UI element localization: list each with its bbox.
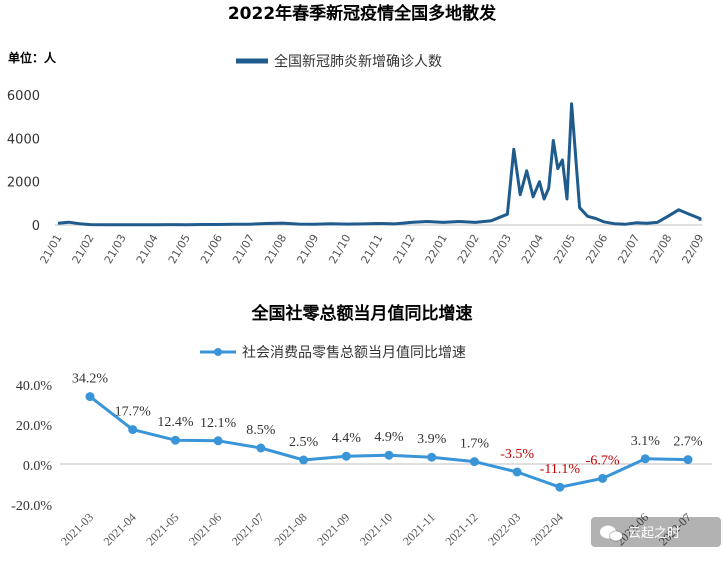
x-axis: 21/01 21/02 21/03 21/04 21/05 21/06 21/07 21/08… <box>37 232 706 266</box>
chart-title: 2022年春季新冠疫情全国多地散发 <box>228 3 497 24</box>
watermark-bg <box>591 517 721 547</box>
data-point <box>256 443 266 453</box>
y-tick-label: -20.0% <box>11 499 52 514</box>
legend-label: 全国新冠肺炎新增确诊人数 <box>274 53 442 70</box>
x-tick-label: 2021-04 <box>101 510 139 548</box>
x-tick-label: 21/08 <box>262 232 289 266</box>
series-line <box>57 102 702 227</box>
x-tick-label: 22/08 <box>647 232 674 266</box>
y-tick-label: 4000 <box>7 132 40 147</box>
y-tick-label: 2000 <box>7 176 40 191</box>
x-tick-label: 2021-07 <box>229 510 267 548</box>
legend-marker <box>214 348 222 356</box>
data-label: -3.5% <box>500 447 534 462</box>
data-point <box>299 455 309 465</box>
x-tick-label: 22/01 <box>423 232 450 266</box>
x-tick-label: 2022-03 <box>485 510 523 548</box>
unit-label: 单位：人 <box>8 50 57 65</box>
y-axis: 0 2000 4000 6000 <box>7 89 40 234</box>
chart-title: 全国社零总额当月值同比增速 <box>251 303 473 324</box>
x-tick-label: 2021-10 <box>357 510 395 548</box>
data-label: 34.2% <box>72 372 109 387</box>
data-label: 12.4% <box>157 415 194 430</box>
y-tick-label: 20.0% <box>16 419 53 434</box>
data-label: 3.9% <box>417 432 447 447</box>
data-point <box>640 454 650 464</box>
data-point <box>598 473 608 483</box>
y-tick-label: 0.0% <box>23 459 53 474</box>
x-tick-label: 2021-11 <box>400 510 438 548</box>
x-tick-label: 22/07 <box>615 232 642 266</box>
data-label: 2.7% <box>673 435 703 450</box>
data-point <box>469 457 479 467</box>
x-tick-label: 2021-12 <box>442 510 480 548</box>
x-tick-label: 21/09 <box>294 232 321 266</box>
data-label: -11.1% <box>540 462 581 477</box>
y-tick-label: 0 <box>32 219 40 234</box>
x-tick-label: 22/05 <box>551 232 578 266</box>
data-point <box>170 435 180 445</box>
x-tick-label: 21/01 <box>37 232 64 266</box>
chart-covid: 2022年春季新冠疫情全国多地散发 单位：人 全国新冠肺炎新增确诊人数 0 200… <box>7 3 707 266</box>
data-point <box>128 425 138 435</box>
data-label: 12.1% <box>200 416 237 431</box>
legend: 社会消费品零售总额当月值同比增速 <box>200 345 466 361</box>
x-tick-label: 21/04 <box>134 232 161 266</box>
data-label: -6.7% <box>586 453 620 468</box>
data-label: 4.4% <box>332 431 362 446</box>
x-tick-label: 2021-05 <box>143 510 181 548</box>
data-label: 1.7% <box>460 437 490 452</box>
data-labels: 34.2% 17.7% 12.4% 12.1% 8.5% 2.5% 4.4% 4.9% 3.9%… <box>72 372 703 478</box>
x-tick-label: 21/12 <box>391 232 418 266</box>
x-tick-label: 22/03 <box>487 232 514 266</box>
data-label: 17.7% <box>115 405 152 420</box>
wechat-icon <box>600 525 623 542</box>
watermark-text: 云起之时 <box>628 526 680 541</box>
x-tick-label: 22/02 <box>455 232 482 266</box>
y-tick-label: 40.0% <box>16 379 53 394</box>
x-tick-label: 22/09 <box>679 232 706 266</box>
data-point <box>384 450 394 460</box>
data-point <box>427 452 437 462</box>
data-point <box>213 436 223 446</box>
data-label: 4.9% <box>374 430 404 445</box>
series-points <box>85 392 693 492</box>
watermark: 云起之时 <box>591 517 721 547</box>
x-tick-label: 21/03 <box>102 232 129 266</box>
x-tick-label: 21/11 <box>358 232 385 266</box>
y-tick-label: 6000 <box>7 89 40 104</box>
data-point <box>512 467 522 477</box>
data-label: 2.5% <box>289 435 319 450</box>
x-tick-label: 21/07 <box>230 232 257 266</box>
x-tick-label: 21/05 <box>166 232 193 266</box>
legend-label: 社会消费品零售总额当月值同比增速 <box>242 345 466 361</box>
x-tick-label: 21/02 <box>70 232 97 266</box>
y-axis: 40.0% 20.0% 0.0% -20.0% <box>11 379 52 514</box>
legend: 全国新冠肺炎新增确诊人数 <box>236 53 442 70</box>
x-tick-label: 21/10 <box>326 232 353 266</box>
x-tick-label: 2021-03 <box>58 510 96 548</box>
x-tick-label: 2022-04 <box>528 510 566 548</box>
x-tick-label: 2021-08 <box>272 510 310 548</box>
x-tick-label: 22/06 <box>583 232 610 266</box>
data-point <box>683 455 693 465</box>
x-tick-label: 2021-06 <box>186 510 224 548</box>
data-point <box>341 451 351 461</box>
x-tick-label: 22/04 <box>519 232 546 266</box>
data-point <box>85 392 95 402</box>
data-label: 8.5% <box>246 423 276 438</box>
chart-retail: 全国社零总额当月值同比增速 社会消费品零售总额当月值同比增速 40.0% 20.0… <box>11 303 712 548</box>
x-tick-label: 2021-09 <box>314 510 352 548</box>
data-point <box>555 482 565 492</box>
data-label: 3.1% <box>631 434 661 449</box>
x-tick-label: 21/06 <box>198 232 225 266</box>
